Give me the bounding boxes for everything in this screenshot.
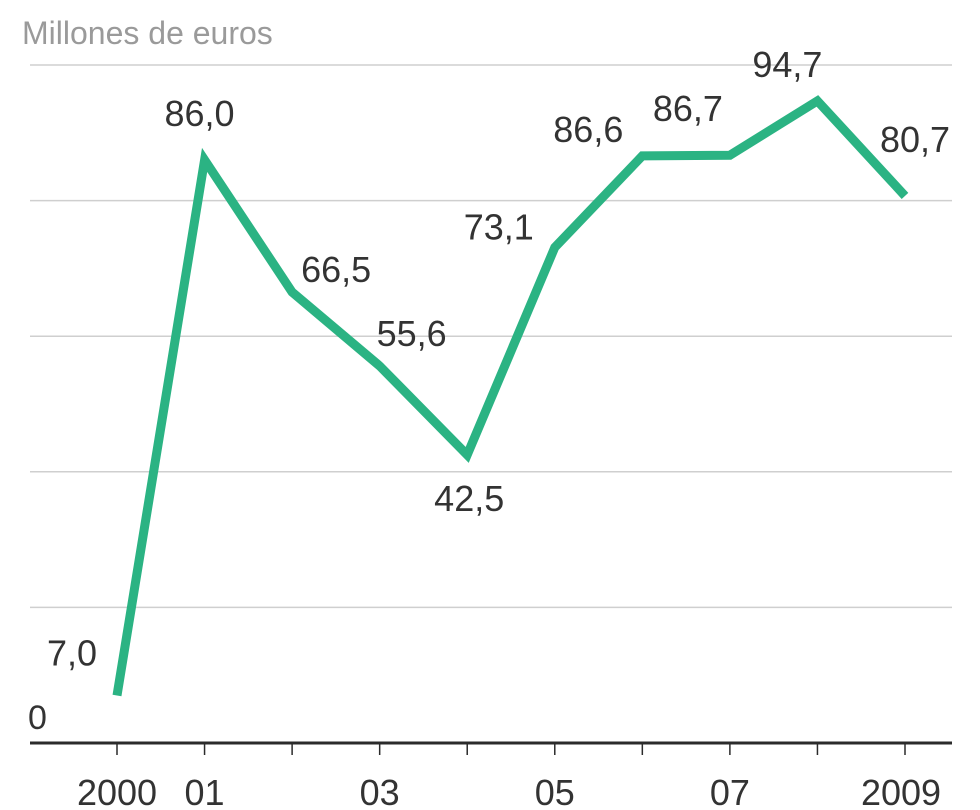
x-tick-label: 2000 bbox=[77, 772, 157, 810]
data-labels: 7,0 86,0 66,555,6 42,5 73,1 86,6 86,7 94,7 80,7 bbox=[47, 44, 950, 674]
data-label: 7,0 bbox=[47, 633, 97, 674]
x-tick-label: 03 bbox=[360, 772, 400, 810]
data-label: 94,7 bbox=[752, 44, 822, 85]
x-tick-label: 05 bbox=[535, 772, 575, 810]
x-tick-label: 01 bbox=[185, 772, 225, 810]
series-line bbox=[112, 95, 909, 697]
data-label: 73,1 bbox=[464, 206, 534, 247]
data-label: 80,7 bbox=[880, 119, 950, 160]
x-tick-label: 07 bbox=[710, 772, 750, 810]
series-layer bbox=[112, 95, 909, 697]
x-axis: 2000 01 03 05 07 2009 bbox=[30, 741, 952, 810]
unit-label: Millones de euros bbox=[22, 15, 273, 51]
x-tick-label: 2009 bbox=[861, 772, 941, 810]
data-label: 86,0 bbox=[165, 93, 235, 134]
y-tick-label: 0 bbox=[28, 699, 47, 737]
data-label: 55,6 bbox=[377, 313, 447, 354]
data-label: 66,5 bbox=[301, 249, 371, 290]
data-label: 42,5 bbox=[434, 478, 504, 519]
gridlines: 0 bbox=[28, 64, 952, 737]
data-label: 86,6 bbox=[553, 109, 623, 150]
data-label: 86,7 bbox=[653, 88, 723, 129]
